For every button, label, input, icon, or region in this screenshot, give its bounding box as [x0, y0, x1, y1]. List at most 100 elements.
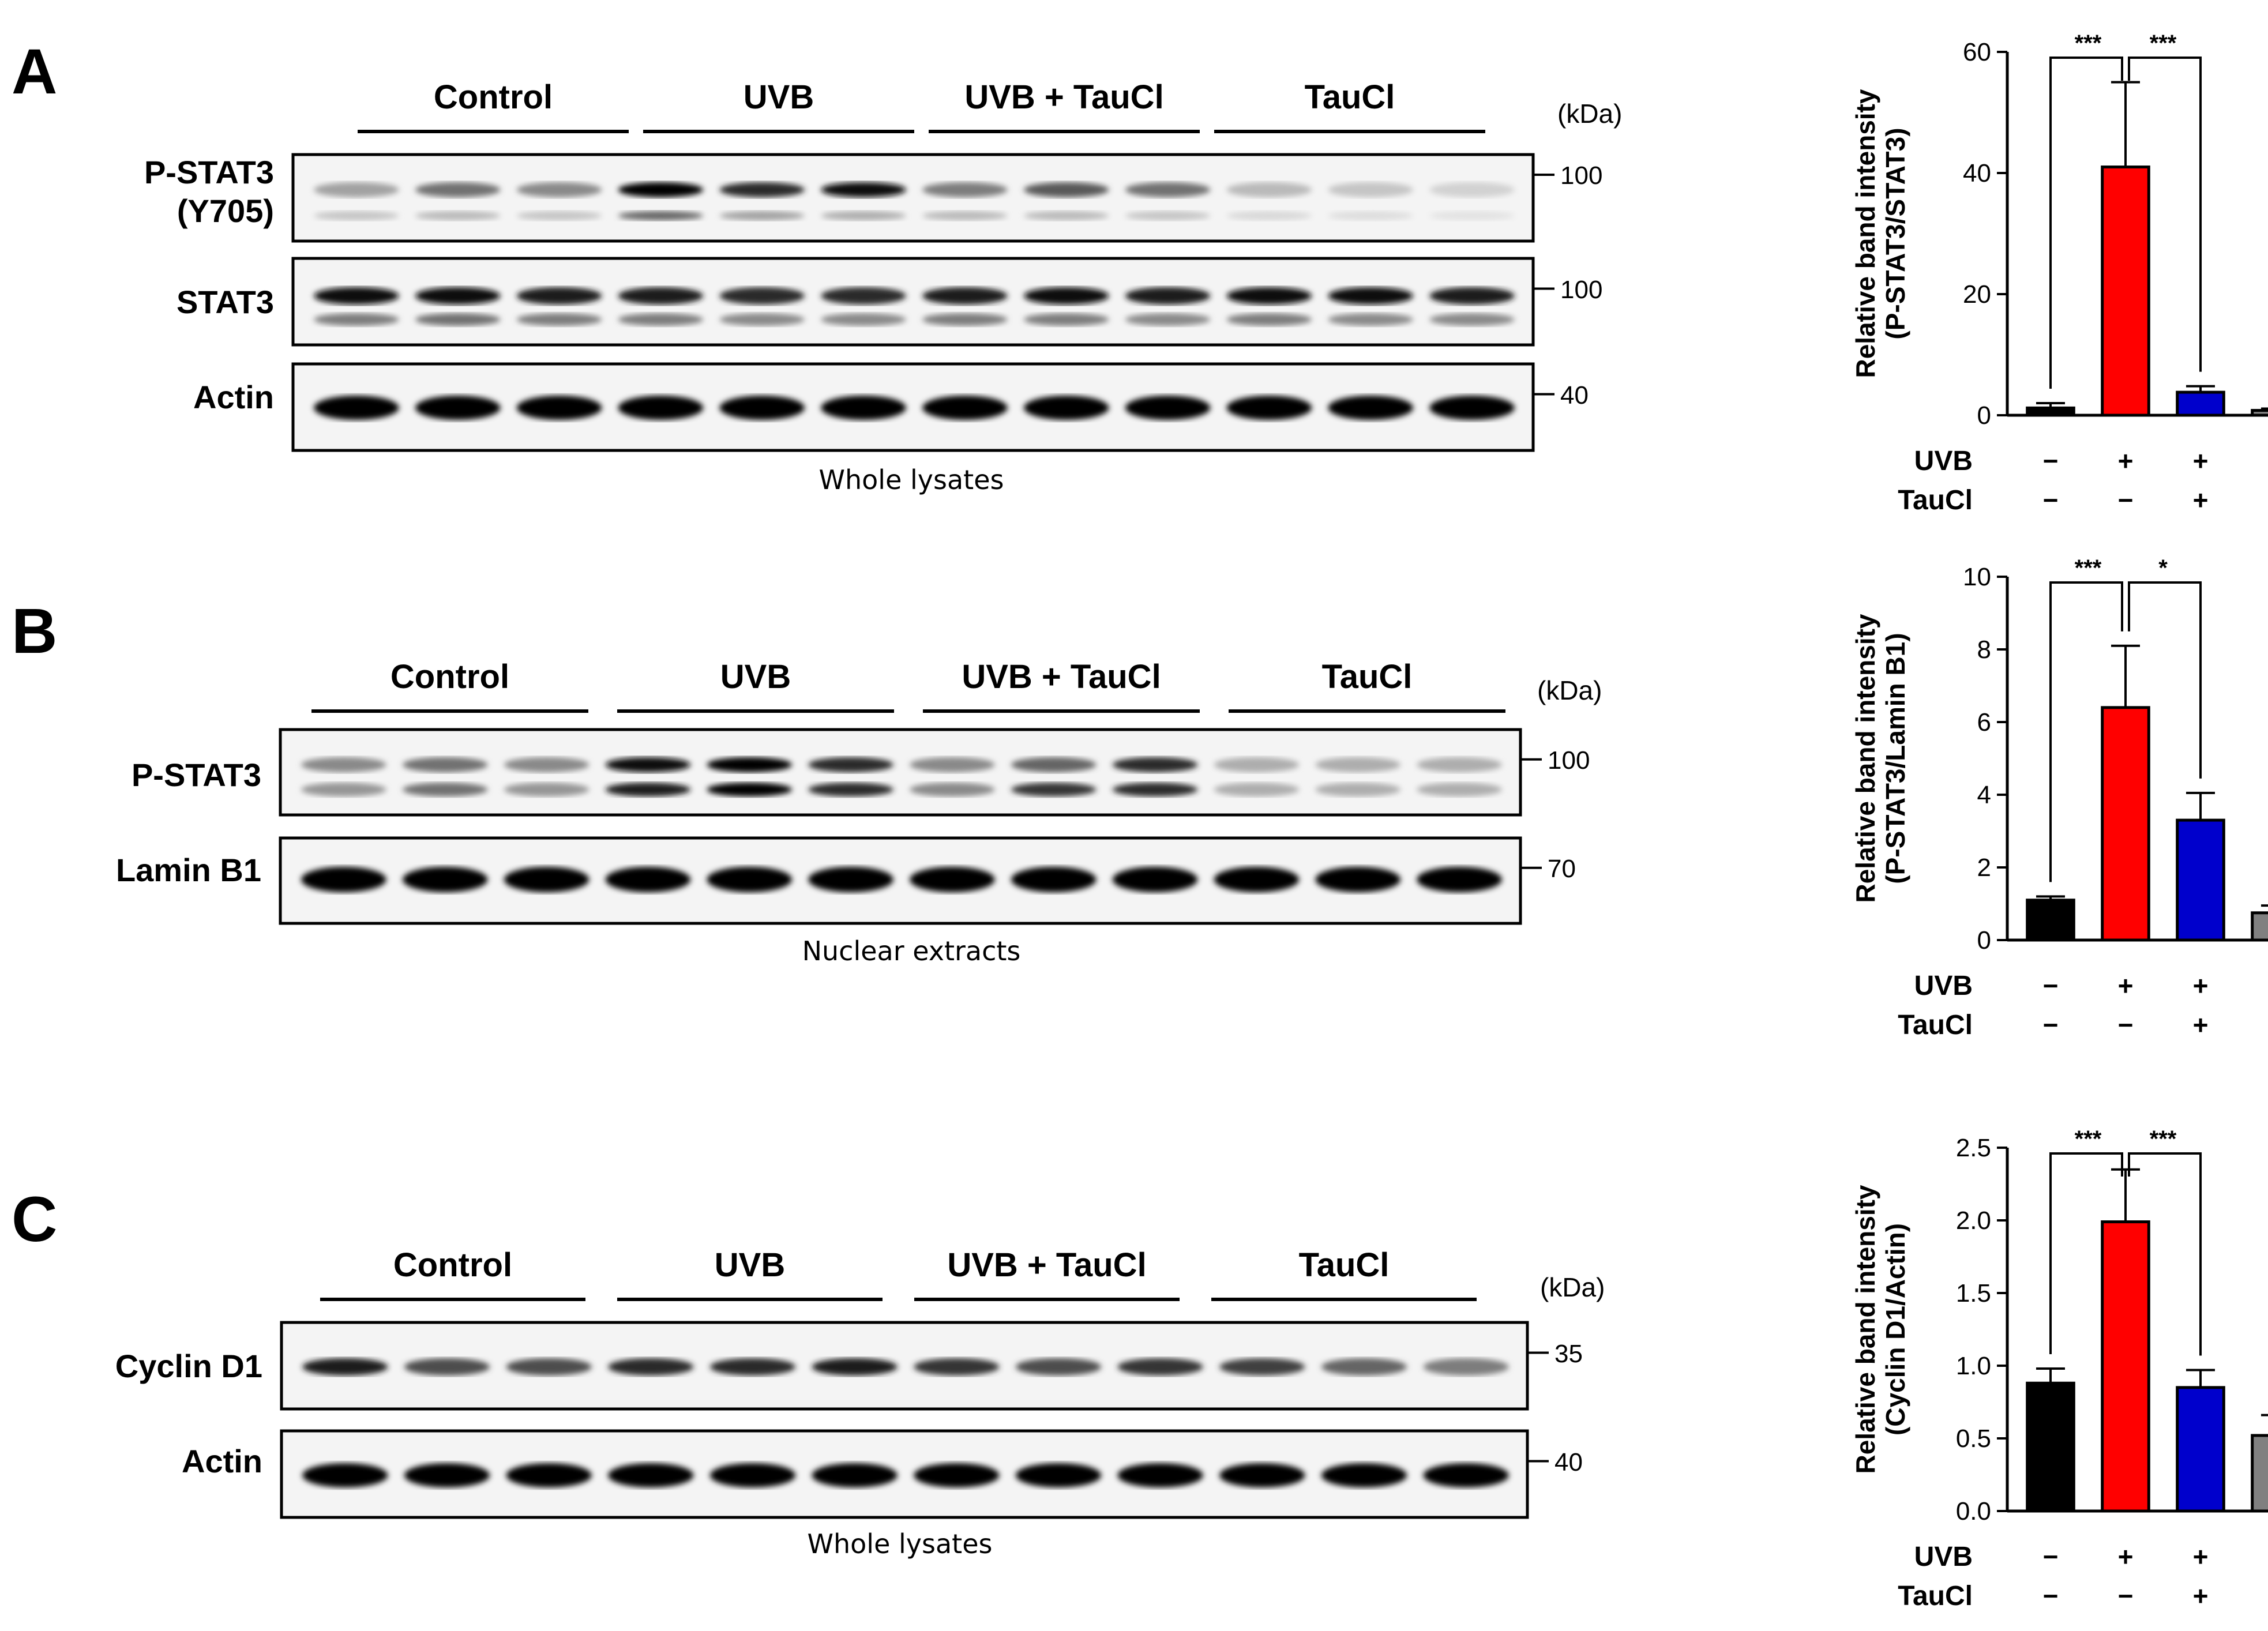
blot-band — [1112, 783, 1198, 796]
blot-band — [719, 287, 805, 305]
blot-band — [605, 757, 691, 772]
condition-sign: + — [2193, 1542, 2209, 1572]
blot-band — [1226, 313, 1312, 326]
blot-band — [707, 757, 793, 772]
y-tick-label: 0.5 — [1956, 1425, 1991, 1453]
panel-letter: C — [12, 1184, 58, 1255]
bar-chart: 0 20 40 60 Relative band intensity (P-STAT3/S… — [1850, 35, 2268, 516]
blot-band — [808, 757, 893, 772]
bar — [2026, 1381, 2075, 1513]
significance-bracket — [2049, 1152, 2123, 1355]
blot-band — [1112, 757, 1198, 772]
condition-sign: − — [2118, 1010, 2134, 1040]
blot-band — [821, 396, 906, 420]
blot-band — [1125, 211, 1211, 220]
blot-band — [1125, 182, 1211, 197]
blot-band — [618, 211, 704, 220]
group-label: Control — [393, 1246, 513, 1284]
group-label: Control — [390, 658, 510, 696]
y-axis-label: Relative band intensity — [1850, 89, 1880, 378]
blot-band — [1214, 867, 1300, 892]
blot-band — [821, 211, 906, 220]
blot-band — [1125, 313, 1211, 326]
blot-band — [709, 1358, 796, 1376]
kda-label: (kDa) — [1557, 99, 1623, 129]
significance-bracket — [2128, 1152, 2202, 1356]
blot-band — [1117, 1463, 1203, 1487]
condition-sign: + — [2193, 971, 2209, 1001]
mw-marker: 35 — [1554, 1339, 1583, 1368]
blot-band — [314, 182, 399, 197]
blot-band — [618, 182, 704, 197]
blot-band — [516, 211, 602, 220]
blot-band — [1429, 287, 1515, 305]
blot-band — [302, 1463, 388, 1487]
blot-band — [1429, 182, 1515, 197]
y-tick-label: 0 — [1977, 401, 1991, 430]
blot-label: P-STAT3 — [131, 757, 261, 793]
blot-band — [314, 313, 399, 326]
y-tick-label: 40 — [1963, 159, 1991, 187]
y-axis-label: (P-STAT3/Lamin B1) — [1880, 633, 1910, 884]
blot-band — [1226, 211, 1312, 220]
mw-marker: 100 — [1548, 746, 1590, 775]
condition-sign: − — [2043, 1542, 2059, 1572]
significance-label: * — [2158, 559, 2168, 581]
blot-band — [415, 287, 501, 305]
blot-image — [291, 257, 1554, 347]
blot-band — [506, 1463, 592, 1487]
condition-sign: − — [2043, 485, 2059, 515]
condition-sign: + — [2193, 1010, 2209, 1040]
kda-label: (kDa) — [1537, 675, 1602, 705]
group-label: TauCl — [1304, 78, 1395, 116]
blot-band — [1023, 182, 1109, 197]
blot-band — [1328, 313, 1414, 326]
condition-label: UVB — [1914, 971, 1973, 1001]
group-underline — [358, 130, 629, 133]
blot-band — [719, 313, 805, 326]
y-tick-label: 1.5 — [1956, 1279, 1991, 1307]
blot-image — [279, 836, 1542, 925]
panel-letter: A — [12, 36, 58, 107]
bar — [2176, 390, 2225, 417]
blot-band — [301, 783, 386, 796]
blot-band — [1214, 783, 1300, 796]
blot-band — [1125, 396, 1211, 420]
blot-band — [914, 1358, 1000, 1376]
mw-marker: 70 — [1548, 854, 1576, 883]
condition-sign: + — [2118, 446, 2134, 476]
group-underline — [617, 1298, 883, 1301]
blot-band — [301, 757, 386, 772]
condition-sign: + — [2118, 1542, 2134, 1572]
group-label: UVB — [720, 658, 791, 696]
y-tick-label: 8 — [1977, 636, 1991, 664]
bar — [2101, 1220, 2150, 1513]
blot-band — [618, 287, 704, 305]
blot-band — [404, 1358, 490, 1376]
blot-label: Actin — [193, 379, 274, 415]
blot-label: Lamin B1 — [115, 852, 261, 888]
y-tick-label: 2 — [1977, 854, 1991, 882]
y-tick-label: 10 — [1963, 563, 1991, 591]
blot-band — [504, 783, 589, 796]
blot-band — [914, 1463, 1000, 1487]
blot-band — [719, 396, 805, 420]
blot-band — [402, 757, 488, 772]
blot-band — [516, 313, 602, 326]
blot-band — [1125, 287, 1211, 305]
condition-sign: + — [2193, 446, 2209, 476]
blot-band — [1429, 396, 1515, 420]
blot-band — [922, 313, 1008, 326]
bar — [2176, 818, 2225, 942]
kda-label: (kDa) — [1540, 1272, 1605, 1302]
blot-band — [504, 757, 589, 772]
blot-band — [719, 182, 805, 197]
blot-band — [618, 396, 704, 420]
blot-band — [1328, 182, 1414, 197]
y-tick-label: 4 — [1977, 781, 1991, 809]
bar — [2101, 166, 2150, 417]
blot-band — [910, 757, 995, 772]
blot-band — [1011, 783, 1097, 796]
blot-band — [516, 396, 602, 420]
